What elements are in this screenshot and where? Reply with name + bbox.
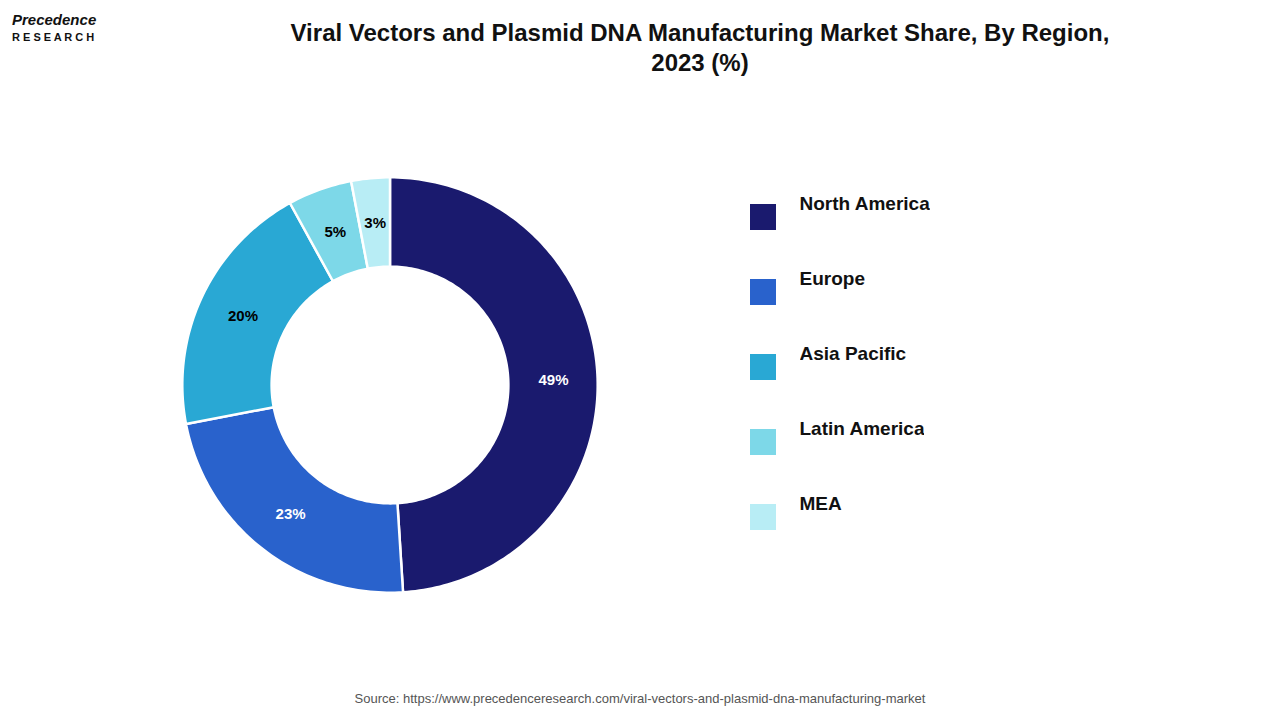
- svg-text:20%: 20%: [228, 307, 258, 324]
- html-text:Asia Pacific: Asia Pacific: [799, 342, 907, 364]
- html-text:R E S E A R C H: R E S E A R C H: [12, 30, 95, 43]
- html-text:Latin America: Latin America: [799, 417, 925, 439]
- html-text:North America: North America: [799, 192, 930, 214]
- svg-text:5%: 5%: [324, 223, 346, 240]
- html-text:Viral Vectors and Plasmid DNA: Viral Vectors and Plasmid DNA Manufactur…: [290, 19, 1110, 76]
- svg-text:23%: 23%: [276, 505, 306, 522]
- html-text:Source: https://www.precedence: Source: https://www.precedenceresearch.c…: [354, 691, 926, 706]
- html-text:Europe: Europe: [799, 267, 865, 289]
- html-text:MEA: MEA: [799, 492, 842, 514]
- svg-text:3%: 3%: [364, 214, 386, 231]
- html-text:Precedence: Precedence: [12, 11, 97, 28]
- svg-text:49%: 49%: [538, 371, 568, 388]
